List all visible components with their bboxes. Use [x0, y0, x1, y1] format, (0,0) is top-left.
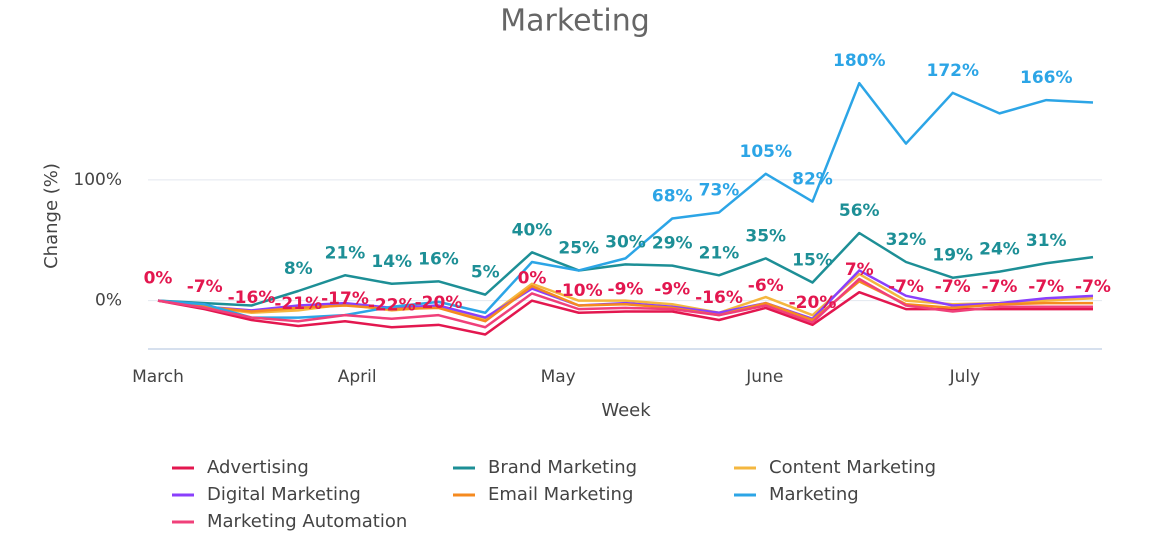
legend-label: Brand Marketing — [488, 457, 637, 478]
data-label: 7% — [845, 260, 874, 280]
data-label: 19% — [932, 246, 973, 266]
data-label: 166% — [1020, 68, 1073, 88]
legend-label: Advertising — [207, 457, 309, 478]
data-label: 56% — [839, 201, 880, 221]
x-tick-label: June — [745, 367, 783, 387]
legend-label: Marketing — [769, 484, 859, 505]
data-label: -9% — [654, 280, 690, 300]
data-label: 68% — [652, 187, 693, 207]
data-label: 21% — [325, 243, 366, 263]
data-label: 180% — [833, 51, 886, 71]
chart-title: Marketing — [500, 4, 650, 39]
data-label: -17% — [321, 289, 369, 309]
data-label: 16% — [418, 249, 459, 269]
data-label: -16% — [695, 288, 743, 308]
x-tick-label: July — [949, 367, 981, 387]
data-label: 31% — [1026, 231, 1067, 251]
data-label: -16% — [228, 288, 276, 308]
data-label: 172% — [926, 61, 979, 81]
data-label: -21% — [274, 294, 322, 314]
x-tick-label: May — [541, 367, 576, 387]
x-tick-label: April — [338, 367, 377, 387]
data-label: 8% — [284, 259, 313, 279]
data-label: 35% — [745, 226, 786, 246]
data-label: 29% — [652, 234, 693, 254]
legend-label: Marketing Automation — [207, 511, 407, 532]
data-label: -20% — [789, 293, 837, 313]
data-label: 24% — [979, 240, 1020, 260]
data-label: 15% — [792, 251, 833, 271]
data-label: 21% — [699, 243, 740, 263]
data-label: -6% — [748, 276, 784, 296]
data-label: -7% — [187, 277, 223, 297]
series-line — [157, 277, 1093, 329]
y-tick-label: 0% — [95, 291, 122, 311]
data-label: -7% — [935, 277, 971, 297]
data-label: 14% — [371, 252, 412, 272]
y-tick-label: 100% — [73, 170, 122, 190]
data-label: -9% — [608, 280, 644, 300]
series-line — [157, 280, 1093, 323]
data-label: 40% — [512, 220, 553, 240]
x-tick-label: March — [132, 367, 184, 387]
data-label: 73% — [699, 180, 740, 200]
data-label: 25% — [558, 238, 599, 258]
data-label: -22% — [368, 295, 416, 315]
data-label: 0% — [144, 269, 173, 289]
data-label: 105% — [739, 142, 792, 162]
data-label: 82% — [792, 170, 833, 190]
data-label: 0% — [518, 269, 547, 289]
series-line — [157, 81, 1094, 319]
data-label: 30% — [605, 232, 646, 252]
x-axis-label: Week — [601, 400, 651, 421]
data-label: -10% — [555, 281, 603, 301]
data-label: -20% — [415, 293, 463, 313]
data-label: 32% — [886, 230, 927, 250]
data-label: -7% — [982, 277, 1018, 297]
legend-label: Digital Marketing — [207, 484, 361, 505]
data-label: -7% — [1075, 277, 1111, 297]
legend-label: Content Marketing — [769, 457, 936, 478]
y-axis-label: Change (%) — [41, 163, 62, 269]
data-label: 5% — [471, 263, 500, 283]
data-label: -7% — [1028, 277, 1064, 297]
legend-label: Email Marketing — [488, 484, 633, 505]
series-line — [157, 231, 1094, 307]
data-label: -7% — [888, 277, 924, 297]
